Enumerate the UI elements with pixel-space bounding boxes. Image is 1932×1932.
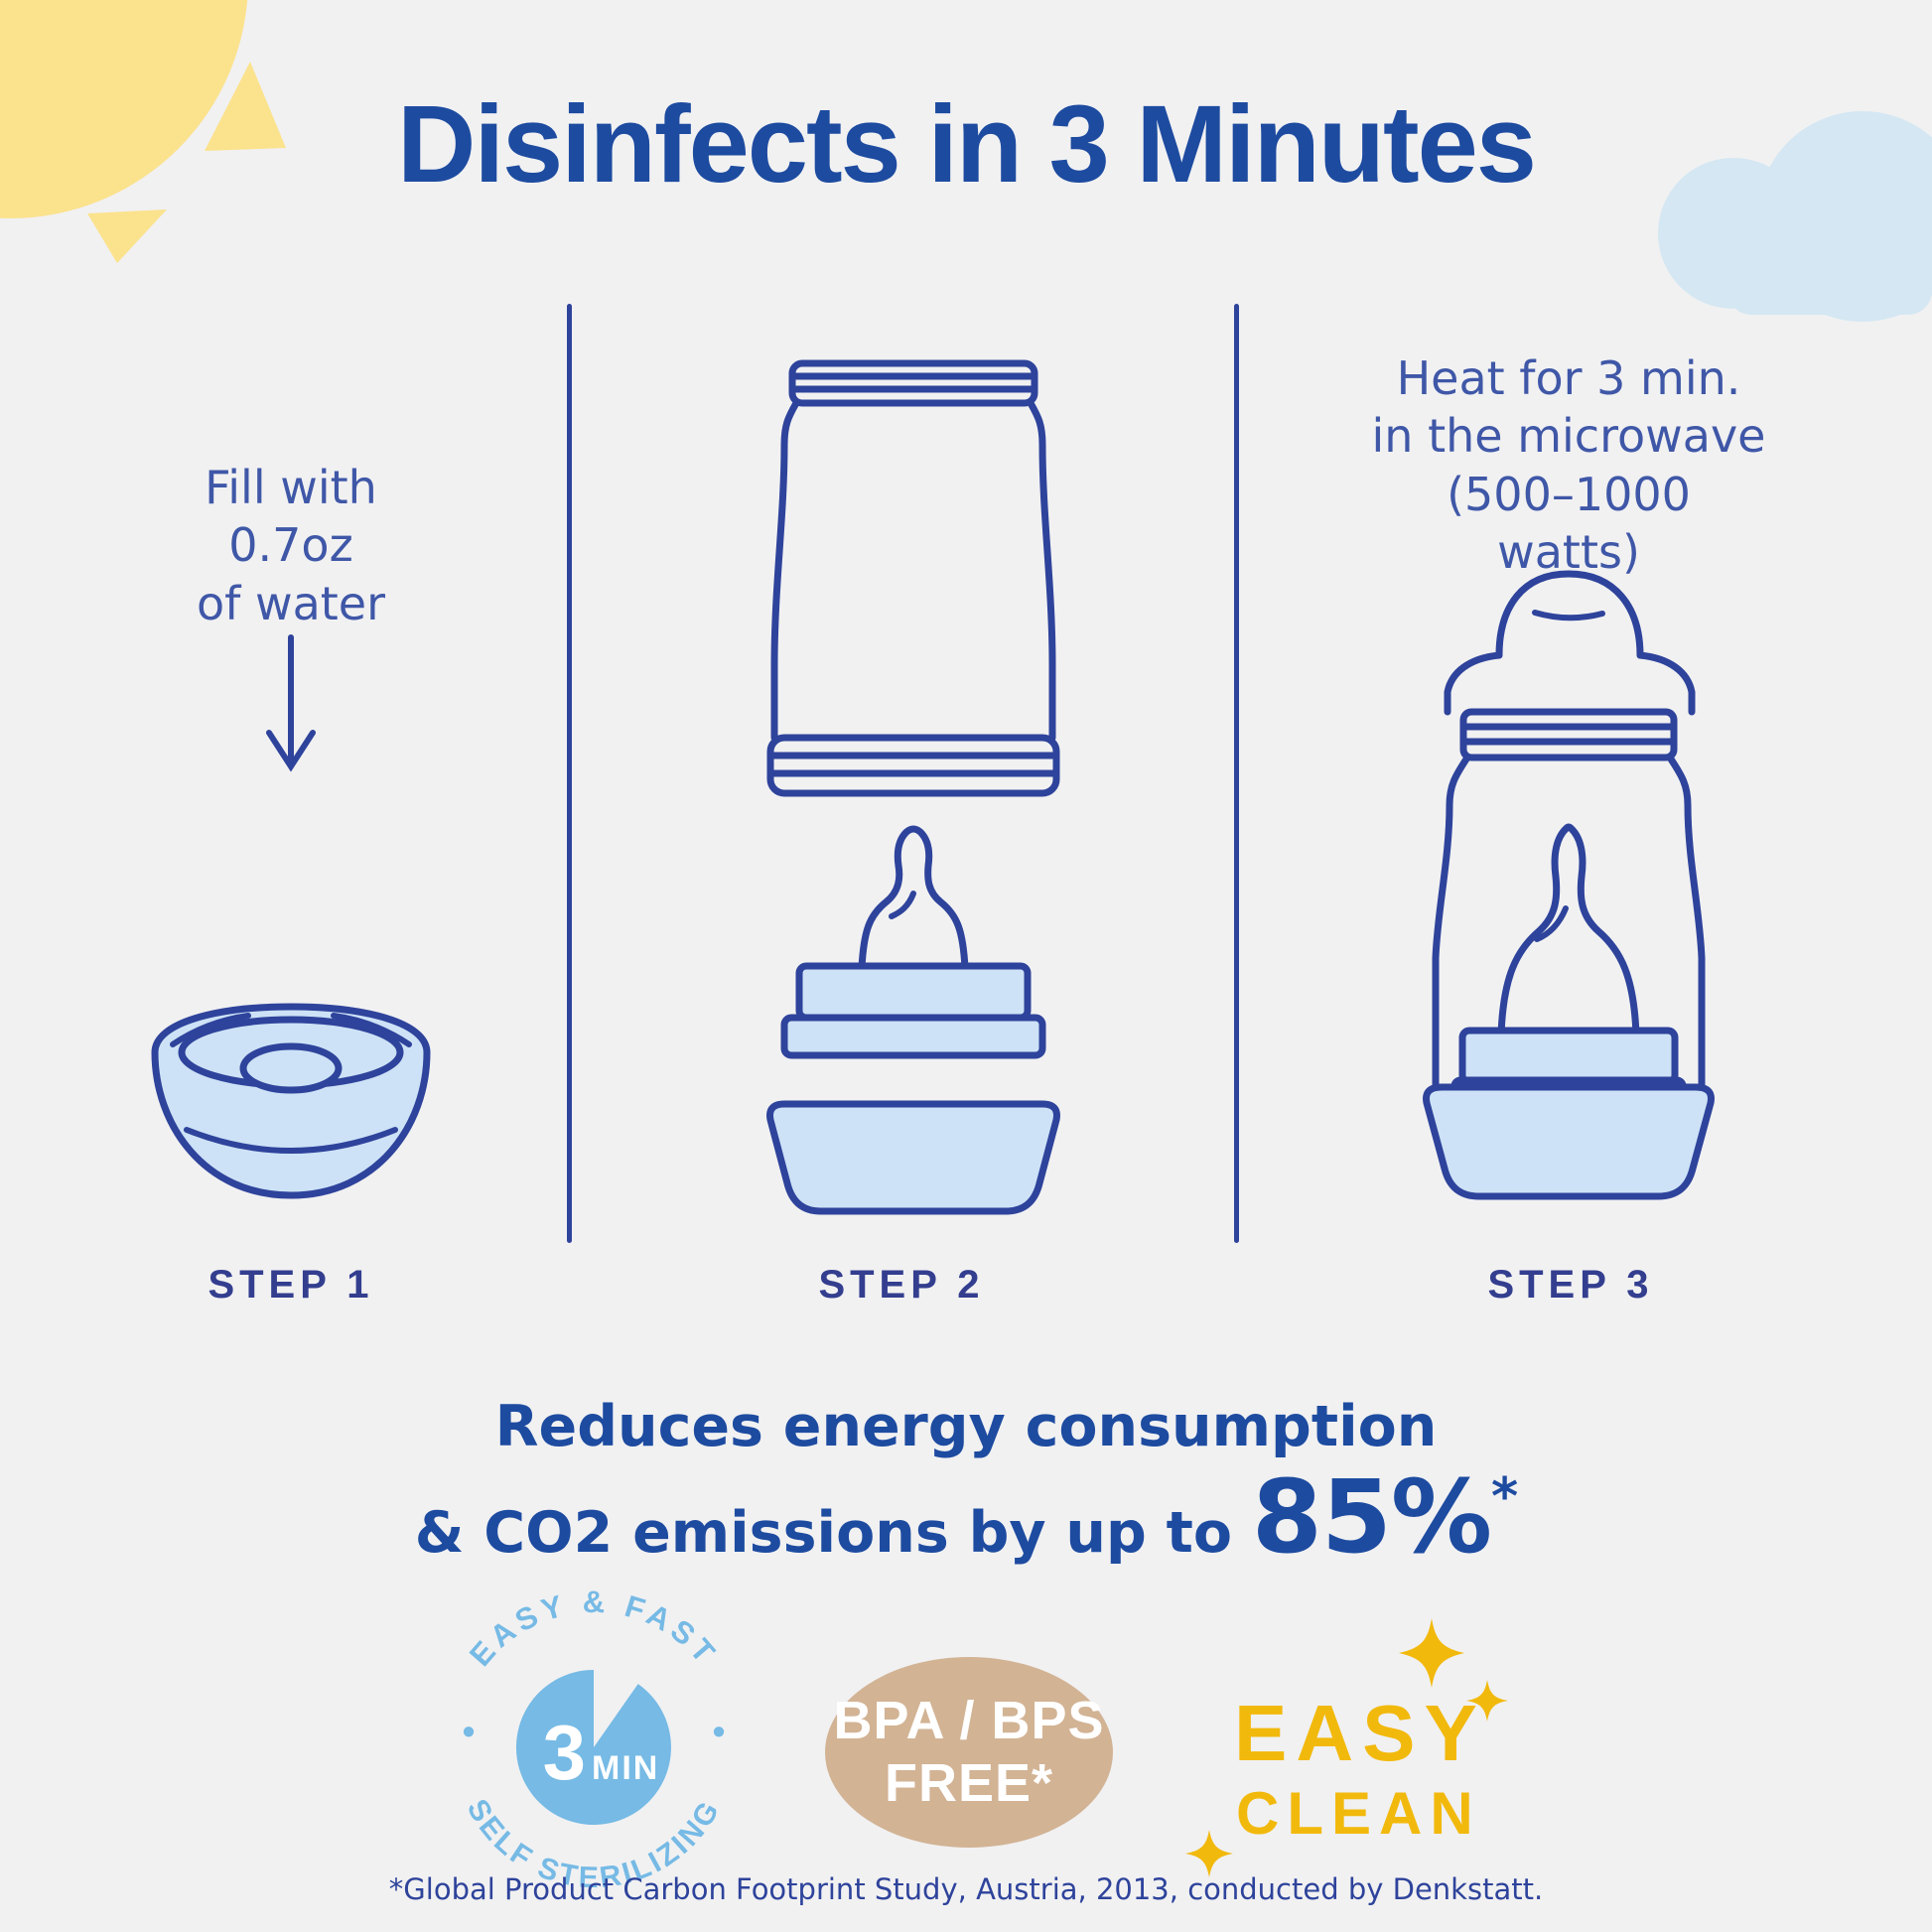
sun-icon bbox=[0, 0, 286, 263]
benefit-text-line2: & CO2 emissions by up to 85%* bbox=[0, 1467, 1932, 1569]
clock-pie-icon bbox=[515, 1670, 671, 1825]
badge-minutes-number: 3 bbox=[543, 1709, 586, 1796]
column-divider-left bbox=[567, 304, 572, 1243]
bpa-free-badge: BPA / BPS FREE* bbox=[825, 1657, 1113, 1848]
self-sterilizing-badge: EASY & FAST SELF STERILIZING • • 3 MIN bbox=[461, 1585, 726, 1894]
assembled-bottle-illustration bbox=[1423, 570, 1715, 1200]
bpa-badge-line2: FREE* bbox=[884, 1753, 1054, 1813]
step2-label: STEP 2 bbox=[818, 1263, 985, 1307]
easy-clean-line1: EASY bbox=[1234, 1689, 1486, 1777]
step3-label: STEP 3 bbox=[1487, 1263, 1654, 1307]
benefit-text-line1: Reduces energy consumption bbox=[494, 1394, 1438, 1459]
page-title: Disinfects in 3 Minutes bbox=[397, 83, 1537, 206]
disassembled-bottle-illustration bbox=[766, 359, 1060, 1215]
down-arrow-icon bbox=[266, 634, 316, 772]
bpa-badge-line1: BPA / BPS bbox=[833, 1691, 1105, 1751]
step1-instruction: Fill with 0.7oz of water bbox=[196, 461, 386, 630]
footnote: *Global Product Carbon Footprint Study, … bbox=[388, 1872, 1544, 1906]
sparkles-icon bbox=[1185, 1618, 1508, 1877]
column-divider-right bbox=[1234, 304, 1239, 1243]
badge-arc-top-text: EASY & FAST bbox=[463, 1585, 720, 1673]
cloud-icon bbox=[1658, 111, 1932, 322]
step1-label: STEP 1 bbox=[207, 1263, 374, 1307]
badge-separator-left: • bbox=[463, 1711, 476, 1751]
badge-minutes-unit: MIN bbox=[592, 1749, 659, 1787]
easy-clean-line2: CLEAN bbox=[1236, 1780, 1481, 1847]
easy-clean-badge: EASY CLEAN bbox=[1176, 1588, 1519, 1886]
benefit-prefix: & CO2 emissions by up to bbox=[414, 1500, 1252, 1566]
step3-instruction: Heat for 3 min. in the microwave (500–10… bbox=[1371, 351, 1766, 580]
benefit-asterisk: * bbox=[1491, 1467, 1518, 1527]
sterilizer-bowl-illustration bbox=[151, 1003, 431, 1199]
svg-text:EASY & FAST: EASY & FAST bbox=[463, 1585, 725, 1673]
badge-separator-right: • bbox=[713, 1711, 726, 1751]
benefit-highlight: 85% bbox=[1251, 1458, 1492, 1577]
